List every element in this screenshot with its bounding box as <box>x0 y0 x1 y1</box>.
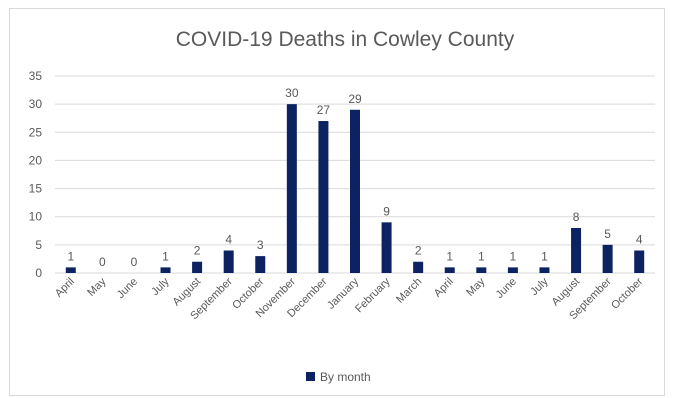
x-tick-label: July <box>528 275 551 298</box>
data-label: 1 <box>67 249 74 263</box>
bar <box>286 104 297 274</box>
bar <box>571 227 582 273</box>
data-label: 5 <box>604 227 611 241</box>
legend-swatch <box>306 372 315 381</box>
y-tick-label: 5 <box>35 238 42 252</box>
bar <box>476 267 487 273</box>
data-label: 29 <box>348 92 362 106</box>
data-label: 1 <box>510 249 517 263</box>
x-axis-tick-labels: April May June JulyAugustSeptemberOctoberNo… <box>53 275 646 322</box>
y-tick-label: 15 <box>29 182 43 196</box>
y-tick-label: 0 <box>35 266 42 280</box>
data-label: 2 <box>415 244 422 258</box>
data-label: 4 <box>225 232 232 246</box>
x-tick-label: April <box>53 276 77 300</box>
y-tick-label: 20 <box>29 153 43 167</box>
x-tick-label: October <box>609 275 645 311</box>
bar <box>413 261 424 273</box>
legend-label: By month <box>320 370 371 384</box>
x-tick-label: May <box>464 275 488 299</box>
x-tick-label: June <box>494 276 519 301</box>
legend: By month <box>306 370 371 384</box>
data-label: 27 <box>317 103 331 117</box>
bar <box>160 267 171 273</box>
x-tick-label: June <box>115 276 140 301</box>
data-label: 1 <box>478 249 485 263</box>
data-label: 30 <box>285 86 299 100</box>
data-label: 1 <box>446 249 453 263</box>
data-label: 9 <box>383 204 390 218</box>
data-label: 1 <box>162 249 169 263</box>
data-label: 0 <box>99 255 106 269</box>
data-label: 3 <box>257 238 264 252</box>
data-label: 1 <box>541 249 548 263</box>
bar <box>318 121 329 274</box>
chart-frame <box>9 8 665 396</box>
y-tick-label: 35 <box>29 69 43 83</box>
bar <box>444 267 455 273</box>
y-tick-label: 30 <box>29 97 43 111</box>
y-axis-tick-labels: 0 5 10 15 20 25 30 35 <box>29 69 43 280</box>
bar <box>223 250 234 273</box>
x-tick-label: March <box>394 276 424 306</box>
bar <box>65 267 76 273</box>
bar <box>634 250 645 273</box>
x-tick-label: May <box>85 275 109 299</box>
bar <box>539 267 550 273</box>
bar <box>602 244 613 273</box>
bar <box>350 109 360 274</box>
data-label: 8 <box>573 210 580 224</box>
bar <box>381 222 392 273</box>
data-label: 0 <box>131 255 138 269</box>
chart-title: COVID-19 Deaths in Cowley County <box>176 28 515 51</box>
data-label: 4 <box>636 232 643 246</box>
x-tick-label: April <box>432 276 456 300</box>
data-label: 2 <box>194 244 201 258</box>
x-tick-label: July <box>149 275 172 298</box>
x-tick-label: February <box>353 275 393 315</box>
y-tick-label: 25 <box>29 125 43 139</box>
bar <box>192 261 203 273</box>
bar <box>507 267 518 273</box>
bar <box>255 256 266 273</box>
bar-series <box>65 104 645 274</box>
y-tick-label: 10 <box>29 210 43 224</box>
